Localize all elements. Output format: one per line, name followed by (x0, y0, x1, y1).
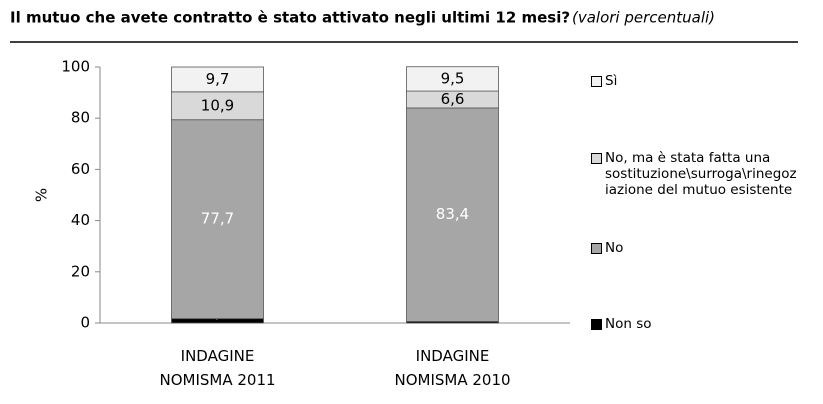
y-tick-label: 100 (61, 58, 90, 76)
bar-segment (171, 119, 264, 320)
bar-segment (406, 66, 499, 92)
chart-title: Il mutuo che avete contratto è stato att… (10, 9, 570, 27)
y-tick-label: 40 (71, 211, 90, 229)
data-label: 9,5 (441, 69, 465, 87)
x-tick-label: INDAGINE NOMISMA 2010 (394, 347, 511, 389)
bar-segment (171, 66, 264, 93)
bar-segment (406, 107, 499, 322)
y-tick-label: 60 (71, 160, 90, 178)
legend-swatch (591, 153, 602, 164)
y-axis-label: % (33, 188, 51, 202)
data-label: 83,4 (436, 205, 469, 223)
legend-label: Sì (605, 73, 618, 89)
y-tick-label: 80 (71, 109, 90, 127)
data-label: 9,7 (206, 70, 230, 88)
bar-segment (171, 91, 264, 121)
data-label: 77,7 (201, 210, 234, 228)
legend-swatch (591, 243, 602, 254)
legend-label: No (605, 240, 624, 256)
data-label: 6,6 (441, 90, 465, 108)
data-label: 10,9 (201, 96, 234, 114)
y-tick-label: 0 (80, 314, 90, 332)
legend-swatch (591, 76, 602, 87)
legend-label: No, ma è stata fatta una sostituzione\su… (605, 150, 797, 198)
y-tick-label: 20 (71, 262, 90, 280)
legend-label: Non so (605, 316, 652, 332)
legend-swatch (591, 319, 602, 330)
chart-subtitle: (valori percentuali) (572, 9, 715, 27)
x-tick-label: INDAGINE NOMISMA 2011 (159, 347, 276, 389)
